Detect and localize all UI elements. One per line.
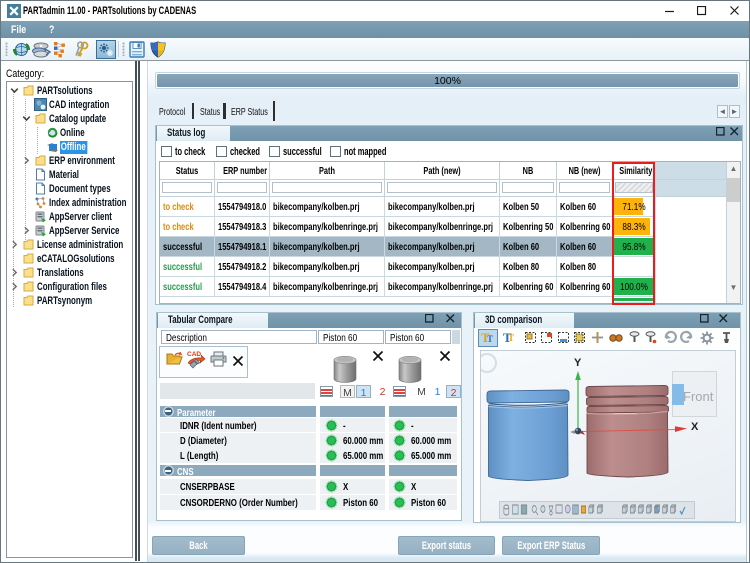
svg-text:CAD: CAD bbox=[187, 351, 201, 358]
